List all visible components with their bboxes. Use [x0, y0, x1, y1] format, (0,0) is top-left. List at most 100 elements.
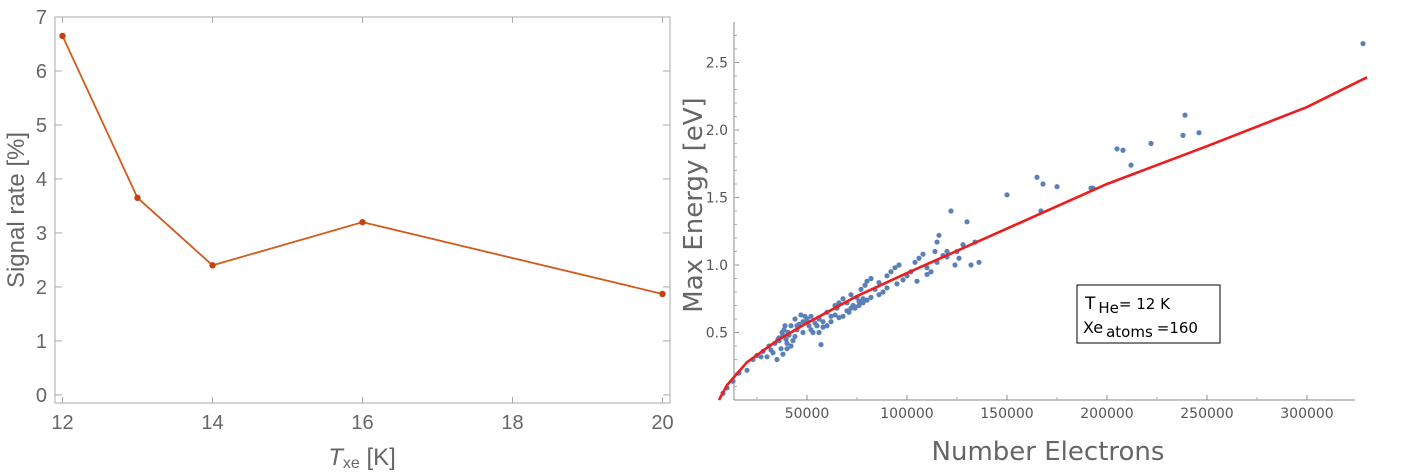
- annotation-2-sub: atoms: [1106, 323, 1153, 341]
- right-data-point: [806, 323, 812, 329]
- right-y-ticks: 0.5 1.0 1.5 2.0 2.5: [706, 35, 739, 387]
- right-data-point: [960, 242, 966, 248]
- right-data-point: [1148, 140, 1154, 147]
- right-data-point: [1004, 192, 1010, 198]
- right-data-point: [876, 279, 882, 286]
- right-data-point: [1128, 162, 1134, 168]
- right-data-point: [783, 336, 789, 342]
- right-data-point: [868, 275, 874, 282]
- right-x-tick-label: 200000: [1080, 406, 1133, 422]
- right-data-point: [798, 312, 804, 318]
- right-x-tick-label: 250000: [1180, 406, 1233, 422]
- right-data-point: [888, 269, 894, 275]
- right-data-point: [1360, 41, 1366, 47]
- right-data-point: [784, 340, 790, 346]
- annotation-2-main: Xe: [1083, 318, 1103, 337]
- right-data-point: [1196, 130, 1202, 136]
- left-x-tick-label: 14: [201, 412, 223, 434]
- right-data-point: [774, 356, 780, 363]
- right-data-point: [828, 313, 834, 319]
- left-y-tick-label: 5: [36, 115, 47, 137]
- right-data-point: [820, 324, 826, 330]
- right-y-axis-title: Max Energy [eV]: [679, 97, 709, 312]
- left-y-tick-label: 6: [36, 61, 47, 83]
- left-series-points: [59, 32, 666, 298]
- right-data-point: [948, 208, 954, 214]
- right-data-point: [1182, 112, 1188, 118]
- right-data-point: [912, 259, 918, 265]
- right-x-tick-label: 300000: [1280, 406, 1333, 422]
- right-data-point: [856, 298, 862, 305]
- right-fit-curve: [717, 76, 1368, 401]
- right-data-point: [858, 286, 864, 292]
- annotation-frame: [1076, 284, 1221, 344]
- right-data-point: [920, 251, 926, 257]
- left-x-title-unit: [K]: [360, 444, 396, 471]
- right-data-point: [800, 319, 806, 325]
- right-y-tick-label: 1.0: [706, 258, 728, 274]
- right-data-point: [840, 296, 846, 302]
- right-data-point: [894, 281, 900, 287]
- right-data-point: [914, 278, 920, 284]
- left-data-point: [59, 32, 66, 40]
- right-x-tick-label: 100000: [880, 406, 933, 422]
- right-data-point: [790, 338, 796, 344]
- right-data-point: [924, 265, 930, 271]
- right-data-point: [884, 273, 890, 279]
- right-data-point: [848, 292, 854, 298]
- annotation-line-1: T He= 12 K: [1084, 294, 1171, 317]
- right-data-point: [896, 262, 902, 268]
- right-data-point: [814, 323, 820, 329]
- right-data-point: [792, 333, 798, 340]
- right-y-tick-label: 1.5: [706, 191, 728, 207]
- left-x-tick-label: 12: [51, 412, 73, 434]
- right-data-point: [868, 294, 874, 300]
- right-data-point: [876, 292, 882, 298]
- right-data-point: [932, 248, 938, 255]
- left-y-tick-label: 1: [36, 331, 47, 353]
- right-data-point: [864, 297, 870, 303]
- left-data-point: [209, 262, 216, 269]
- left-y-tick-label: 0: [36, 385, 47, 407]
- right-data-point: [1054, 184, 1060, 190]
- right-data-point: [934, 239, 940, 245]
- right-data-point: [936, 232, 942, 238]
- right-data-point: [852, 304, 858, 310]
- right-data-point: [788, 343, 794, 349]
- right-data-point: [744, 367, 750, 373]
- right-data-point: [864, 278, 870, 284]
- right-data-point: [1120, 147, 1126, 153]
- right-x-tick-label: 150000: [980, 406, 1033, 422]
- right-data-point: [758, 354, 764, 360]
- right-data-point: [900, 277, 906, 283]
- left-x-ticks: 12 14 16 18 20: [51, 17, 674, 434]
- left-x-tick-label: 18: [501, 412, 523, 434]
- left-x-title-sub: xe: [343, 455, 360, 472]
- right-data-point: [862, 282, 868, 288]
- right-data-point: [828, 319, 834, 325]
- right-data-point: [1040, 181, 1046, 187]
- right-data-point: [836, 315, 842, 321]
- right-data-point: [952, 262, 958, 268]
- left-x-tick-label: 20: [651, 412, 673, 434]
- right-x-axis-title: Number Electrons: [932, 437, 1165, 467]
- right-data-point: [808, 327, 814, 333]
- annotation-box: T He= 12 K Xe atoms =160: [1076, 284, 1221, 344]
- right-data-point: [916, 255, 922, 261]
- right-scatter-points: [720, 41, 1366, 396]
- right-data-point: [860, 296, 866, 302]
- right-data-point: [884, 285, 890, 291]
- right-data-point: [780, 351, 786, 357]
- right-data-point: [856, 302, 862, 309]
- right-data-point: [860, 300, 866, 306]
- right-chart: 50000 100000 150000 200000 250000 300000 0.5 1…: [679, 22, 1368, 467]
- right-data-point: [808, 313, 814, 319]
- left-data-point: [134, 194, 141, 202]
- right-data-point: [928, 269, 934, 275]
- annotation-1-main: T: [1084, 294, 1096, 314]
- right-data-point: [792, 316, 798, 322]
- right-data-point: [782, 323, 788, 329]
- right-y-tick-label: 0.5: [706, 326, 728, 342]
- right-data-point: [844, 308, 850, 314]
